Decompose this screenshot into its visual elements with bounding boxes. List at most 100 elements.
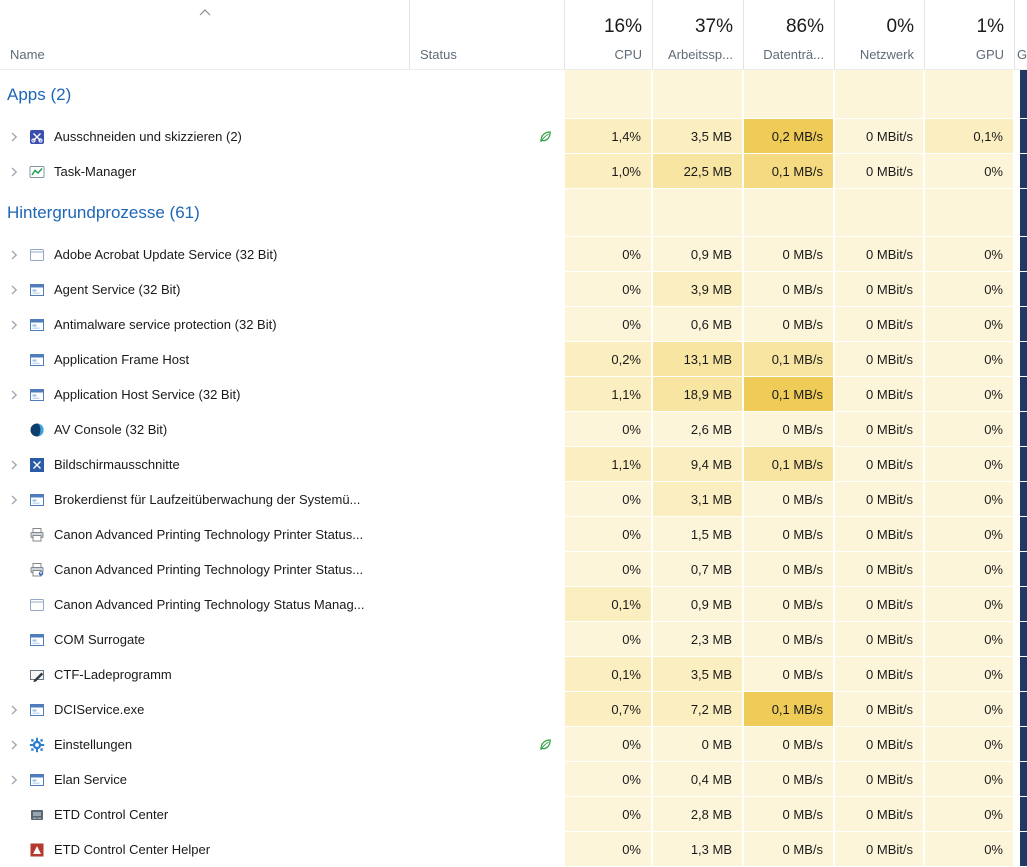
service-window-icon: [29, 387, 45, 403]
process-row[interactable]: Antimalware service protection (32 Bit) 0…: [0, 307, 1027, 342]
process-row[interactable]: AV Console (32 Bit) 0% 2,6 MB 0 MB/s 0 MBit/…: [0, 412, 1027, 447]
process-row[interactable]: ETD Control Center 0% 2,8 MB 0 MB/s 0 MBit/s…: [0, 797, 1027, 832]
process-name-cell: Canon Advanced Printing Technology Statu…: [0, 587, 410, 622]
memory-cell: 2,8 MB: [653, 797, 744, 832]
process-row[interactable]: CTF-Ladeprogramm 0,1% 3,5 MB 0 MB/s 0 MBit/s…: [0, 657, 1027, 692]
gpu-cell: 0%: [925, 342, 1015, 377]
process-row[interactable]: Application Frame Host 0,2% 13,1 MB 0,1 MB/…: [0, 342, 1027, 377]
cpu-cell: 0%: [565, 517, 653, 552]
column-header-name[interactable]: Name: [0, 0, 410, 69]
gpu-cell: 0%: [925, 762, 1015, 797]
clipped-column-strip: [1015, 482, 1027, 517]
expand-chevron-icon[interactable]: [6, 164, 22, 180]
expand-chevron-icon[interactable]: [6, 282, 22, 298]
column-header-cpu[interactable]: 16% CPU: [565, 0, 653, 69]
process-name: COM Surrogate: [54, 632, 146, 647]
process-name: Agent Service (32 Bit): [54, 282, 181, 297]
memory-cell: [653, 70, 744, 119]
process-row[interactable]: Bildschirmausschnitte 1,1% 9,4 MB 0,1 MB/s 0…: [0, 447, 1027, 482]
memory-cell: 1,3 MB: [653, 832, 744, 867]
column-header-status[interactable]: Status: [410, 0, 565, 69]
gpu-cell: [925, 70, 1015, 119]
column-header-netzwerk[interactable]: 0% Netzwerk: [835, 0, 925, 69]
column-header-gpu[interactable]: 1% GPU: [925, 0, 1015, 69]
expand-chevron-icon[interactable]: [6, 317, 22, 333]
process-row[interactable]: Adobe Acrobat Update Service (32 Bit) 0% 0…: [0, 237, 1027, 272]
status-cell: [410, 727, 565, 762]
expand-chevron-icon[interactable]: [6, 387, 22, 403]
status-cell: [410, 307, 565, 342]
process-row[interactable]: Canon Advanced Printing Technology Print…: [0, 552, 1027, 587]
column-header-datentr[interactable]: 86% Datenträ...: [744, 0, 835, 69]
service-window-icon: [29, 632, 45, 648]
expand-chevron-icon[interactable]: [6, 772, 22, 788]
memory-cell: 0,6 MB: [653, 307, 744, 342]
status-cell: [410, 832, 565, 867]
process-row[interactable]: Canon Advanced Printing Technology Statu…: [0, 587, 1027, 622]
group-title: Hintergrundprozesse (61): [7, 203, 200, 222]
process-name-cell: Bildschirmausschnitte: [0, 447, 410, 482]
disk-cell: [744, 189, 835, 237]
service-window-icon: [29, 282, 45, 298]
av-console-icon: [29, 422, 45, 438]
expand-spacer: [6, 527, 22, 543]
memory-cell: 1,5 MB: [653, 517, 744, 552]
window-outline-icon: [29, 247, 45, 263]
memory-cell: [653, 189, 744, 237]
process-row[interactable]: Task-Manager 1,0% 22,5 MB 0,1 MB/s 0 MBit/s 0…: [0, 154, 1027, 189]
network-cell: 0 MBit/s: [835, 832, 925, 867]
expand-chevron-icon[interactable]: [6, 457, 22, 473]
column-header-arbeitssp[interactable]: 37% Arbeitssp...: [653, 0, 744, 69]
expand-chevron-icon[interactable]: [6, 492, 22, 508]
column-usage-percent: 86%: [785, 16, 824, 37]
process-row[interactable]: Canon Advanced Printing Technology Print…: [0, 517, 1027, 552]
expand-chevron-icon[interactable]: [6, 129, 22, 145]
process-row[interactable]: Ausschneiden und skizzieren (2) 1,4% 3,5 M…: [0, 119, 1027, 154]
cpu-cell: [565, 189, 653, 237]
column-label: Netzwerk: [859, 47, 914, 62]
status-cell: [410, 517, 565, 552]
process-row[interactable]: Agent Service (32 Bit) 0% 3,9 MB 0 MB/s 0 MB…: [0, 272, 1027, 307]
expand-chevron-icon[interactable]: [6, 247, 22, 263]
expand-chevron-icon[interactable]: [6, 737, 22, 753]
group-header-row[interactable]: Hintergrundprozesse (61): [0, 189, 1027, 237]
memory-cell: 0,9 MB: [653, 587, 744, 622]
gpu-cell: 0%: [925, 412, 1015, 447]
network-cell: [835, 189, 925, 237]
process-row[interactable]: Elan Service 0% 0,4 MB 0 MB/s 0 MBit/s 0%: [0, 762, 1027, 797]
expand-spacer: [6, 807, 22, 823]
process-row[interactable]: Application Host Service (32 Bit) 1,1% 18,…: [0, 377, 1027, 412]
network-cell: 0 MBit/s: [835, 587, 925, 622]
memory-cell: 3,5 MB: [653, 119, 744, 154]
column-header-g[interactable]: G: [1015, 0, 1027, 69]
process-name: Application Frame Host: [54, 352, 190, 367]
status-cell: [410, 377, 565, 412]
memory-cell: 9,4 MB: [653, 447, 744, 482]
expand-chevron-icon[interactable]: [6, 702, 22, 718]
group-header-row[interactable]: Apps (2): [0, 70, 1027, 119]
process-name: CTF-Ladeprogramm: [54, 667, 172, 682]
column-label: GPU: [975, 47, 1004, 62]
process-name-cell: DCIService.exe: [0, 692, 410, 727]
disk-cell: 0 MB/s: [744, 237, 835, 272]
disk-cell: 0 MB/s: [744, 412, 835, 447]
memory-cell: 0,9 MB: [653, 237, 744, 272]
process-row[interactable]: Brokerdienst für Laufzeitüberwachung der…: [0, 482, 1027, 517]
disk-cell: 0 MB/s: [744, 622, 835, 657]
expand-spacer: [6, 842, 22, 858]
clipped-column-strip: [1015, 189, 1027, 237]
process-row[interactable]: COM Surrogate 0% 2,3 MB 0 MB/s 0 MBit/s 0%: [0, 622, 1027, 657]
process-name-cell: Elan Service: [0, 762, 410, 797]
process-row[interactable]: ETD Control Center Helper 0% 1,3 MB 0 MB/s 0…: [0, 832, 1027, 867]
expand-spacer: [6, 632, 22, 648]
cpu-cell: 0,1%: [565, 657, 653, 692]
status-cell: [410, 762, 565, 797]
column-label: Arbeitssp...: [667, 47, 733, 62]
process-row[interactable]: Einstellungen 0% 0 MB 0 MB/s 0 MBit/s 0%: [0, 727, 1027, 762]
process-row[interactable]: DCIService.exe 0,7% 7,2 MB 0,1 MB/s 0 MBit/s…: [0, 692, 1027, 727]
clipped-column-strip: [1015, 762, 1027, 797]
expand-spacer: [6, 352, 22, 368]
cpu-cell: 0,1%: [565, 587, 653, 622]
etd-icon: [29, 807, 45, 823]
process-name: Einstellungen: [54, 737, 133, 752]
